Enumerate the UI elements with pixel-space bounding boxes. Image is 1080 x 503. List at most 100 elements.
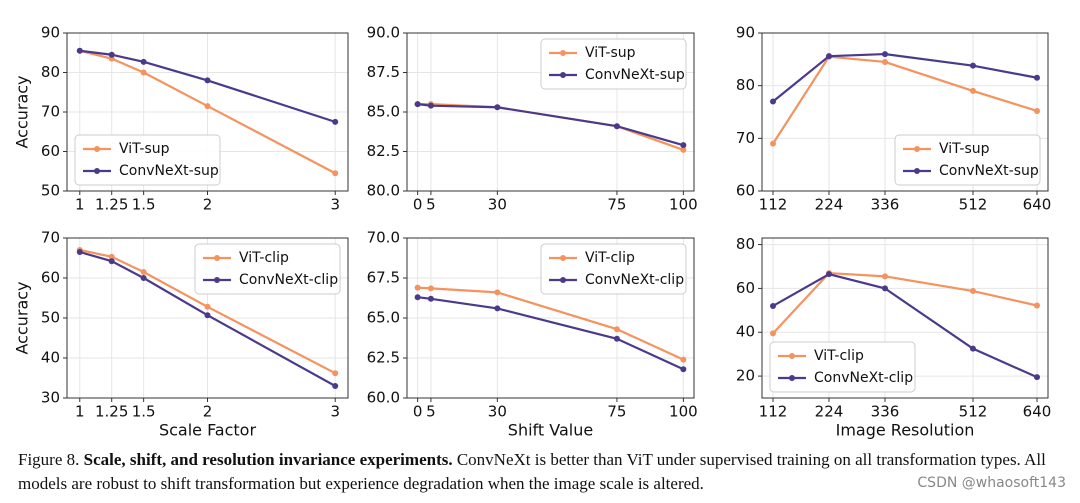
y-tick-label: 80: [41, 63, 60, 81]
series-line: [772, 52, 1038, 103]
point: [204, 312, 211, 319]
point: [770, 140, 776, 147]
y-tick-label: 90: [41, 24, 60, 42]
point: [494, 104, 501, 111]
legend-marker: [94, 146, 100, 152]
y-tick-label: 80: [736, 76, 755, 94]
plot-frame: [761, 237, 1049, 399]
point: [140, 269, 147, 275]
point: [882, 58, 888, 65]
point: [332, 118, 339, 125]
x-tick-label: 100: [669, 403, 698, 421]
y-tick-label: 67.5: [367, 269, 400, 287]
plot-frame: [406, 32, 695, 192]
x-tick-label: 3: [330, 403, 340, 421]
point: [204, 103, 211, 110]
point: [140, 275, 147, 281]
point: [332, 370, 339, 377]
point: [613, 326, 620, 333]
y-tick-label: 50: [41, 309, 60, 327]
point: [680, 366, 687, 373]
y-tick-label: 80: [736, 235, 755, 253]
point: [1034, 302, 1040, 309]
y-tick-label: 70: [736, 129, 755, 147]
point: [427, 295, 434, 302]
legend-marker: [560, 255, 566, 261]
point: [826, 53, 832, 60]
point: [140, 58, 147, 65]
x-tick-label: 3: [330, 196, 340, 214]
point: [427, 285, 434, 292]
x-tick-label: 30: [488, 403, 507, 421]
x-tick-label: 0: [413, 196, 423, 214]
point: [108, 253, 115, 260]
x-tick-label: 336: [871, 196, 900, 214]
x-tick-label: 224: [815, 196, 844, 214]
legend-label: ViT-clip: [585, 250, 635, 266]
y-tick-label: 40: [736, 323, 755, 341]
caption-label: Figure 8.: [18, 450, 80, 469]
x-tick-label: 5: [426, 196, 436, 214]
plot-frame: [761, 32, 1049, 192]
y-tick-label: 70: [41, 229, 60, 247]
y-tick-label: 65.0: [367, 309, 400, 327]
legend-box: [769, 341, 916, 393]
y-tick-label: 40: [41, 349, 60, 367]
y-tick-label: 20: [736, 367, 755, 385]
x-tick-label: 640: [1023, 196, 1052, 214]
y-axis-label: Accuracy: [13, 281, 32, 354]
point: [613, 123, 620, 130]
point: [970, 62, 976, 69]
x-tick-label: 112: [759, 196, 788, 214]
point: [770, 302, 776, 309]
point: [76, 47, 83, 54]
point: [427, 102, 434, 109]
y-tick-label: 60.0: [367, 389, 400, 407]
legend-box: [540, 243, 687, 295]
legend-label: ViT-sup: [939, 141, 990, 157]
point: [882, 285, 888, 292]
point: [770, 98, 776, 105]
x-tick-label: 112: [759, 403, 788, 421]
point: [1034, 107, 1040, 114]
x-tick-label: 2: [203, 196, 213, 214]
legend-marker: [94, 168, 100, 174]
legend-label: ConvNeXt-sup: [119, 163, 219, 179]
y-tick-label: 60: [41, 142, 60, 160]
legend-marker: [214, 277, 220, 283]
x-tick-label: 512: [959, 196, 988, 214]
point: [414, 101, 421, 108]
legend-marker: [789, 353, 795, 359]
point: [680, 142, 687, 149]
legend-label: ViT-clip: [814, 348, 864, 364]
series-line: [417, 103, 684, 151]
legend-marker: [914, 168, 920, 174]
y-tick-label: 50: [41, 182, 60, 200]
legend-label: ViT-sup: [585, 45, 636, 61]
x-axis-label: Shift Value: [508, 421, 593, 440]
plot-frame: [406, 237, 695, 399]
y-tick-label: 60: [736, 279, 755, 297]
x-tick-label: 1.5: [132, 196, 156, 214]
point: [204, 77, 211, 84]
x-axis-label: Image Resolution: [836, 421, 975, 440]
point: [1034, 74, 1040, 81]
legend-marker: [789, 375, 795, 381]
x-tick-label: 1: [75, 403, 85, 421]
plot-frame: [66, 237, 349, 399]
point: [494, 305, 501, 312]
y-tick-label: 60: [736, 182, 755, 200]
point: [76, 249, 83, 255]
y-tick-label: 30: [41, 389, 60, 407]
watermark: CSDN @whaosoft143: [917, 475, 1066, 491]
y-tick-label: 90.0: [367, 24, 400, 42]
point: [332, 170, 339, 177]
legend-marker: [560, 72, 566, 78]
point: [970, 87, 976, 94]
point: [970, 345, 976, 352]
point: [882, 51, 888, 58]
legend-label: ViT-sup: [119, 141, 170, 157]
x-tick-label: 224: [815, 403, 844, 421]
caption-heading: Scale, shift, and resolution invariance …: [83, 450, 453, 469]
